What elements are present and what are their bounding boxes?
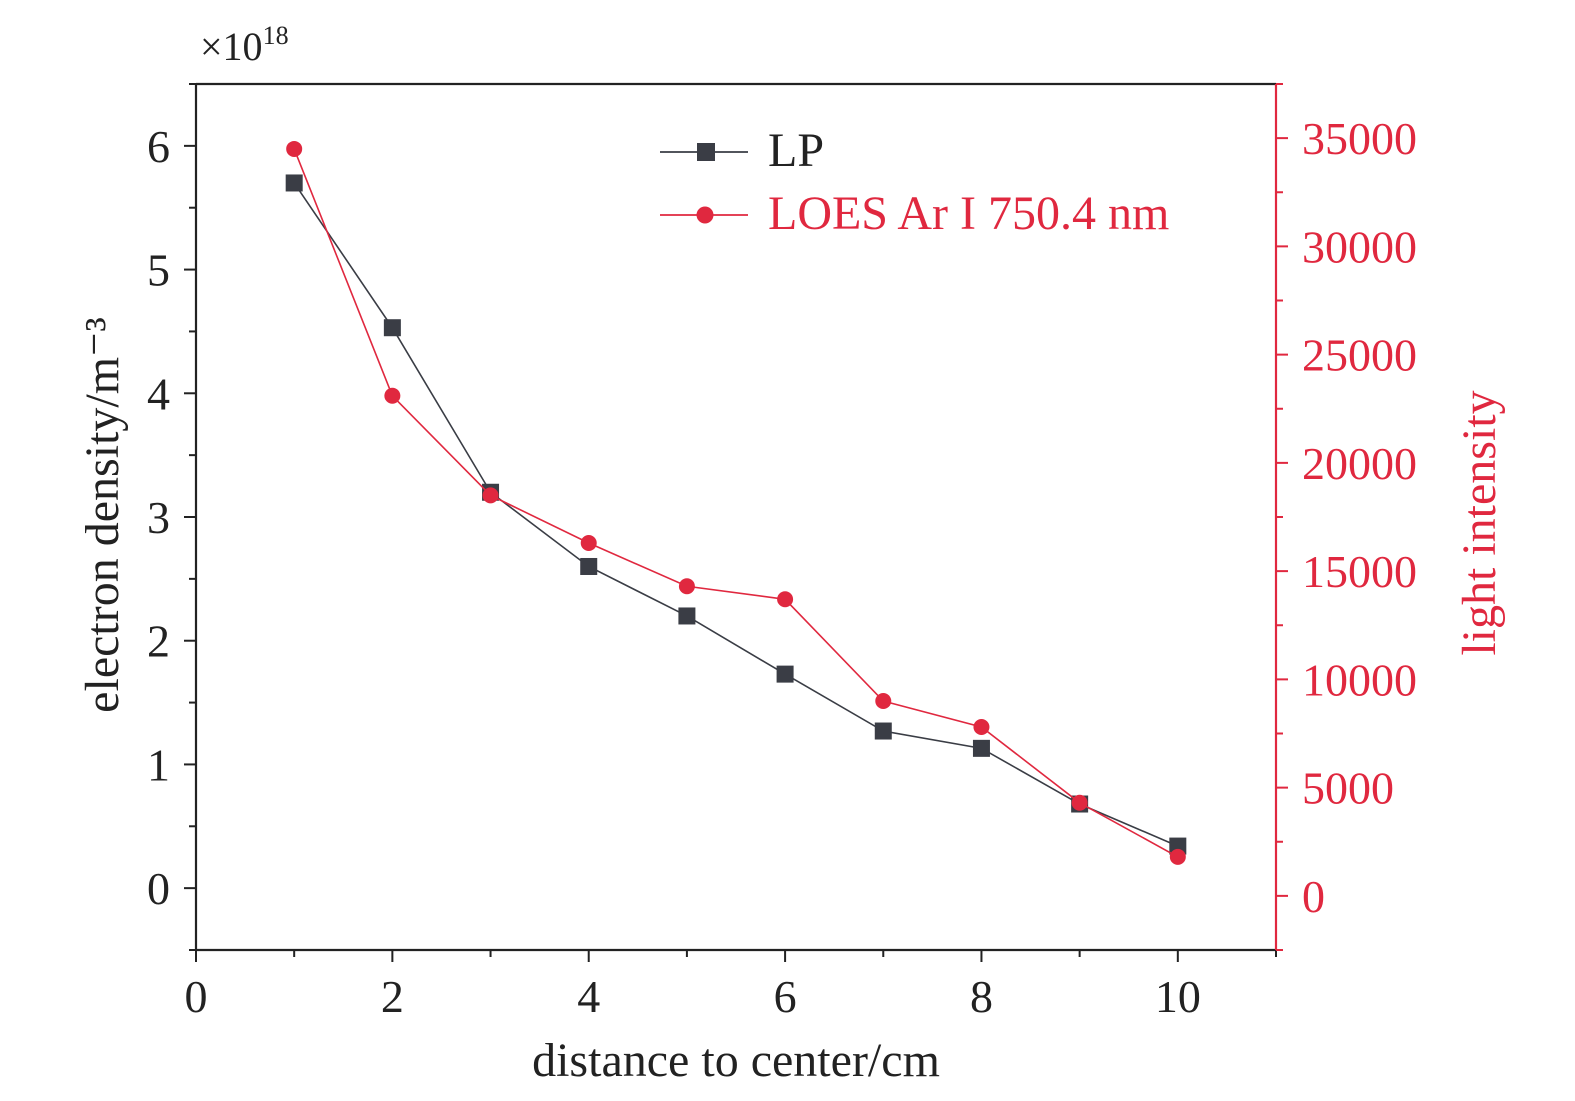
data-point-circle: [580, 534, 597, 551]
legend-loes-label: LOES Ar I 750.4 nm: [768, 187, 1169, 240]
right-y-tick-label: 25000: [1302, 330, 1417, 381]
legend: LP LOES Ar I 750.4 nm: [660, 124, 1169, 240]
data-point-circle: [482, 487, 499, 504]
axes: 0 2 4 6 8 10 0 1 2 3 4 5 6 0 5000 10000 15000 20000 25000 3…: [147, 82, 1417, 1022]
data-point-circle: [678, 578, 695, 595]
right-y-tick-label: 15000: [1302, 546, 1417, 597]
data-point-circle: [973, 719, 990, 736]
left-y-tick-label: 6: [147, 121, 170, 172]
left-y-tick-label: 3: [147, 492, 170, 543]
data-point-square: [874, 722, 892, 740]
x-tick-label: 2: [381, 971, 404, 1022]
legend-loes-marker: [696, 206, 714, 224]
data-point-square: [285, 174, 303, 192]
series-lp: [285, 174, 1187, 855]
series-line: [293, 148, 1179, 858]
x-tick-label: 6: [774, 971, 797, 1022]
legend-lp-label: LP: [768, 124, 824, 177]
left-y-axis-title: electron density/m⁻³: [76, 317, 129, 713]
data-point-square: [776, 665, 794, 683]
data-point-circle: [1169, 848, 1186, 865]
series-layer: [285, 140, 1187, 865]
x-tick-label: 10: [1155, 971, 1201, 1022]
left-y-tick-label: 1: [147, 739, 170, 790]
data-point-square: [383, 319, 401, 337]
legend-lp-marker: [697, 143, 715, 161]
left-y-tick-label: 5: [147, 245, 170, 296]
data-point-circle: [1071, 794, 1088, 811]
right-y-tick-label: 10000: [1302, 654, 1417, 705]
x-tick-label: 8: [970, 971, 993, 1022]
data-point-circle: [777, 591, 794, 608]
left-y-scale-base: ×10: [200, 24, 263, 69]
right-y-axis-title: light intensity: [1453, 390, 1506, 655]
right-y-tick-label: 20000: [1302, 438, 1417, 489]
left-y-scale-exponent: 18: [263, 21, 289, 50]
right-y-tick-label: 0: [1302, 871, 1325, 922]
data-point-circle: [286, 140, 303, 157]
left-y-tick-label: 4: [147, 368, 170, 419]
left-y-scale-label: ×1018: [200, 21, 289, 69]
right-y-tick-label: 30000: [1302, 221, 1417, 272]
series-loes: [286, 140, 1186, 865]
x-tick-label: 0: [185, 971, 208, 1022]
x-axis-title: distance to center/cm: [532, 1034, 940, 1087]
data-point-square: [580, 557, 598, 575]
data-point-circle: [384, 387, 401, 404]
data-point-square: [678, 607, 696, 625]
right-y-tick-label: 35000: [1302, 113, 1417, 164]
series-line: [293, 182, 1179, 847]
data-point-square: [972, 739, 990, 757]
left-y-tick-label: 0: [147, 863, 170, 914]
data-point-circle: [875, 693, 892, 710]
right-y-tick-label: 5000: [1302, 763, 1394, 814]
left-y-tick-label: 2: [147, 616, 170, 667]
x-tick-label: 4: [577, 971, 600, 1022]
labels: distance to center/cm electron density/m…: [76, 21, 1506, 1087]
